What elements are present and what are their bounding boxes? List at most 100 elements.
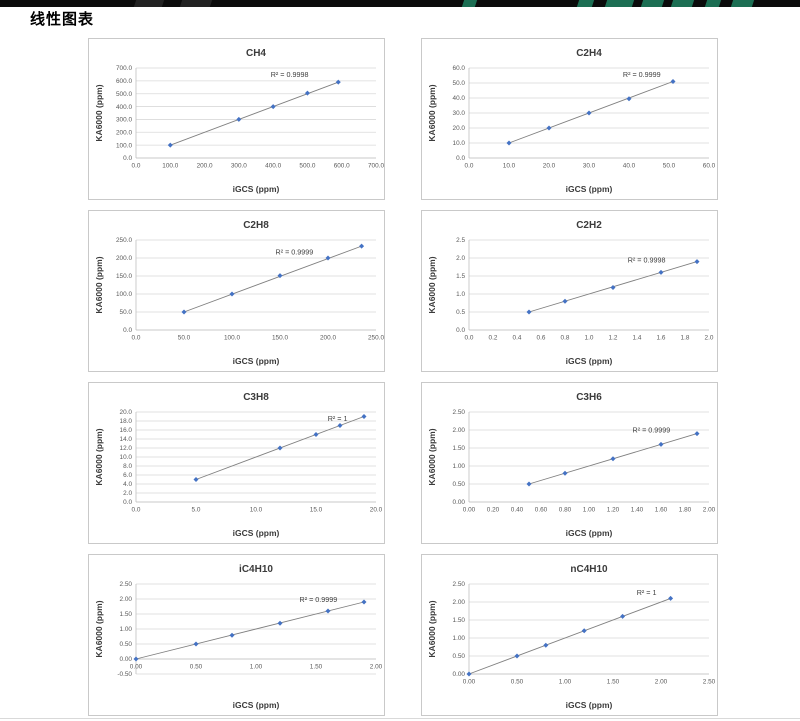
r2-label: R² = 0.9999	[300, 595, 338, 604]
data-point-marker	[133, 656, 139, 662]
x-tick-label: 2.50	[703, 679, 716, 686]
y-tick-label: 4.0	[123, 481, 132, 488]
data-points	[193, 414, 367, 482]
r2-label: R² = 0.9998	[628, 256, 666, 265]
x-tick-label: 0.40	[511, 507, 524, 514]
chart-card-c2h8: C2H8 0.0 50.0 100.0 150.0 200.0 250.0 0.0 50.0 10…	[88, 210, 385, 372]
y-tick-label: 50.0	[453, 80, 466, 87]
y-tick-label: 18.0	[120, 418, 133, 425]
data-point-marker	[506, 140, 512, 146]
chart-plot: C2H4 0.0 10.0 20.0 30.0 40.0 50.0 60.0 0.0 10.0 20…	[427, 48, 716, 194]
banner-segment	[576, 0, 595, 7]
data-point-marker	[526, 481, 532, 487]
y-tick-label: 10.0	[120, 454, 133, 461]
y-tick-label: 2.50	[453, 409, 466, 416]
trend-line	[183, 245, 362, 313]
x-tick-label: 150.0	[272, 335, 288, 342]
data-point-marker	[586, 110, 592, 116]
chart-title: C3H8	[243, 392, 269, 403]
y-tick-label: 1.50	[120, 611, 133, 618]
chart-plot: nC4H10 0.00 0.50 1.00 1.50 2.00 2.50 0.00 0.50 1.…	[427, 564, 716, 710]
x-tick-label: 250.0	[368, 335, 384, 342]
data-point-marker	[626, 96, 632, 102]
data-point-marker	[670, 79, 676, 84]
y-tick-label: 600.0	[116, 78, 132, 85]
x-tick-label: 300.0	[231, 163, 247, 170]
y-tick-label: 0.0	[456, 155, 465, 162]
chart-title: iC4H10	[239, 564, 273, 575]
chart-plot: C3H8 0.0 2.0 4.0 6.0 8.0 10.0 12.0 14.0 16.0 18.0 2…	[94, 392, 383, 538]
x-tick-label: 10.0	[250, 507, 263, 514]
page-title: 线性图表	[30, 11, 95, 28]
data-points	[466, 595, 674, 677]
y-tick-label: 0.50	[120, 641, 133, 648]
data-point-marker	[694, 259, 700, 265]
data-point-marker	[546, 125, 552, 131]
y-tick-label: -0.50	[117, 671, 132, 678]
x-tick-label: 20.0	[370, 507, 383, 514]
x-tick-label: 1.80	[679, 507, 692, 514]
y-tick-label: 400.0	[116, 104, 132, 111]
x-axis-title: iGCS (ppm)	[233, 184, 280, 194]
y-tick-label: 2.00	[453, 599, 466, 606]
x-tick-label: 0.00	[463, 507, 476, 514]
x-axis-title: iGCS (ppm)	[566, 700, 613, 710]
x-axis-title: iGCS (ppm)	[233, 528, 280, 538]
y-tick-label: 50.0	[120, 309, 133, 316]
x-axis-title: iGCS (ppm)	[566, 528, 613, 538]
chart-card-ch4: CH4 0.0 100.0 200.0 300.0 400.0 500.0 600.0 700.…	[88, 38, 385, 200]
data-point-marker	[236, 116, 242, 122]
data-point-marker	[304, 90, 310, 96]
chart-card-ic4h10: iC4H10 -0.50 0.00 0.50 1.00 1.50 2.00 2.50 0.00 0…	[88, 554, 385, 716]
x-tick-label: 1.00	[559, 679, 572, 686]
chart-plot: C2H8 0.0 50.0 100.0 150.0 200.0 250.0 0.0 50.0 10…	[94, 220, 384, 366]
y-tick-label: 0.0	[123, 327, 132, 334]
x-tick-label: 1.2	[609, 335, 618, 342]
x-tick-label: 2.00	[703, 507, 716, 514]
data-point-marker	[313, 432, 319, 437]
data-point-marker	[668, 595, 674, 601]
x-tick-label: 1.8	[681, 335, 690, 342]
gridlines	[469, 411, 709, 503]
data-point-marker	[543, 642, 549, 648]
banner-segment	[670, 0, 695, 7]
data-point-marker	[610, 456, 616, 462]
y-tick-label: 100.0	[116, 142, 132, 149]
y-tick-label: 2.0	[123, 490, 132, 497]
x-tick-label: 0.50	[511, 679, 524, 686]
x-tick-label: 700.0	[368, 163, 384, 170]
x-tick-label: 20.0	[543, 163, 556, 170]
x-tick-label: 0.4	[513, 335, 522, 342]
y-tick-label: 0.00	[453, 499, 466, 506]
y-tick-label: 2.00	[453, 427, 466, 434]
y-axis-title: KA6000 (ppm)	[94, 84, 104, 141]
data-point-marker	[562, 298, 568, 304]
y-tick-label: 60.0	[453, 65, 466, 72]
y-tick-label: 1.50	[453, 617, 466, 624]
x-tick-label: 0.00	[130, 664, 143, 671]
y-tick-label: 40.0	[453, 95, 466, 102]
x-tick-label: 1.00	[583, 507, 596, 514]
y-tick-label: 20.0	[120, 409, 133, 416]
x-tick-label: 0.00	[463, 679, 476, 686]
y-tick-label: 0.00	[453, 671, 466, 678]
y-tick-label: 500.0	[116, 91, 132, 98]
r2-label: R² = 1	[637, 588, 657, 597]
x-tick-label: 10.0	[503, 163, 516, 170]
chart-plot: C2H2 0.0 0.5 1.0 1.5 2.0 2.5 0.0 0.2 0.4 0.6 0.8 1.0…	[427, 220, 714, 366]
x-tick-label: 1.6	[657, 335, 666, 342]
data-point-marker	[526, 309, 532, 315]
y-tick-label: 10.0	[453, 140, 466, 147]
y-tick-label: 12.0	[120, 445, 133, 452]
bottom-divider	[0, 718, 800, 719]
chart-plot: iC4H10-0.500.000.501.001.502.002.500.00 0…	[94, 564, 383, 710]
x-tick-label: 200.0	[197, 163, 213, 170]
x-tick-label: 1.50	[310, 664, 323, 671]
data-point-marker	[193, 477, 199, 482]
x-tick-label: 0.0	[465, 163, 474, 170]
x-axis-title: iGCS (ppm)	[566, 184, 613, 194]
data-point-marker	[277, 273, 283, 279]
gridlines	[136, 411, 376, 503]
gridlines	[469, 239, 709, 331]
y-tick-label: 8.0	[123, 463, 132, 470]
